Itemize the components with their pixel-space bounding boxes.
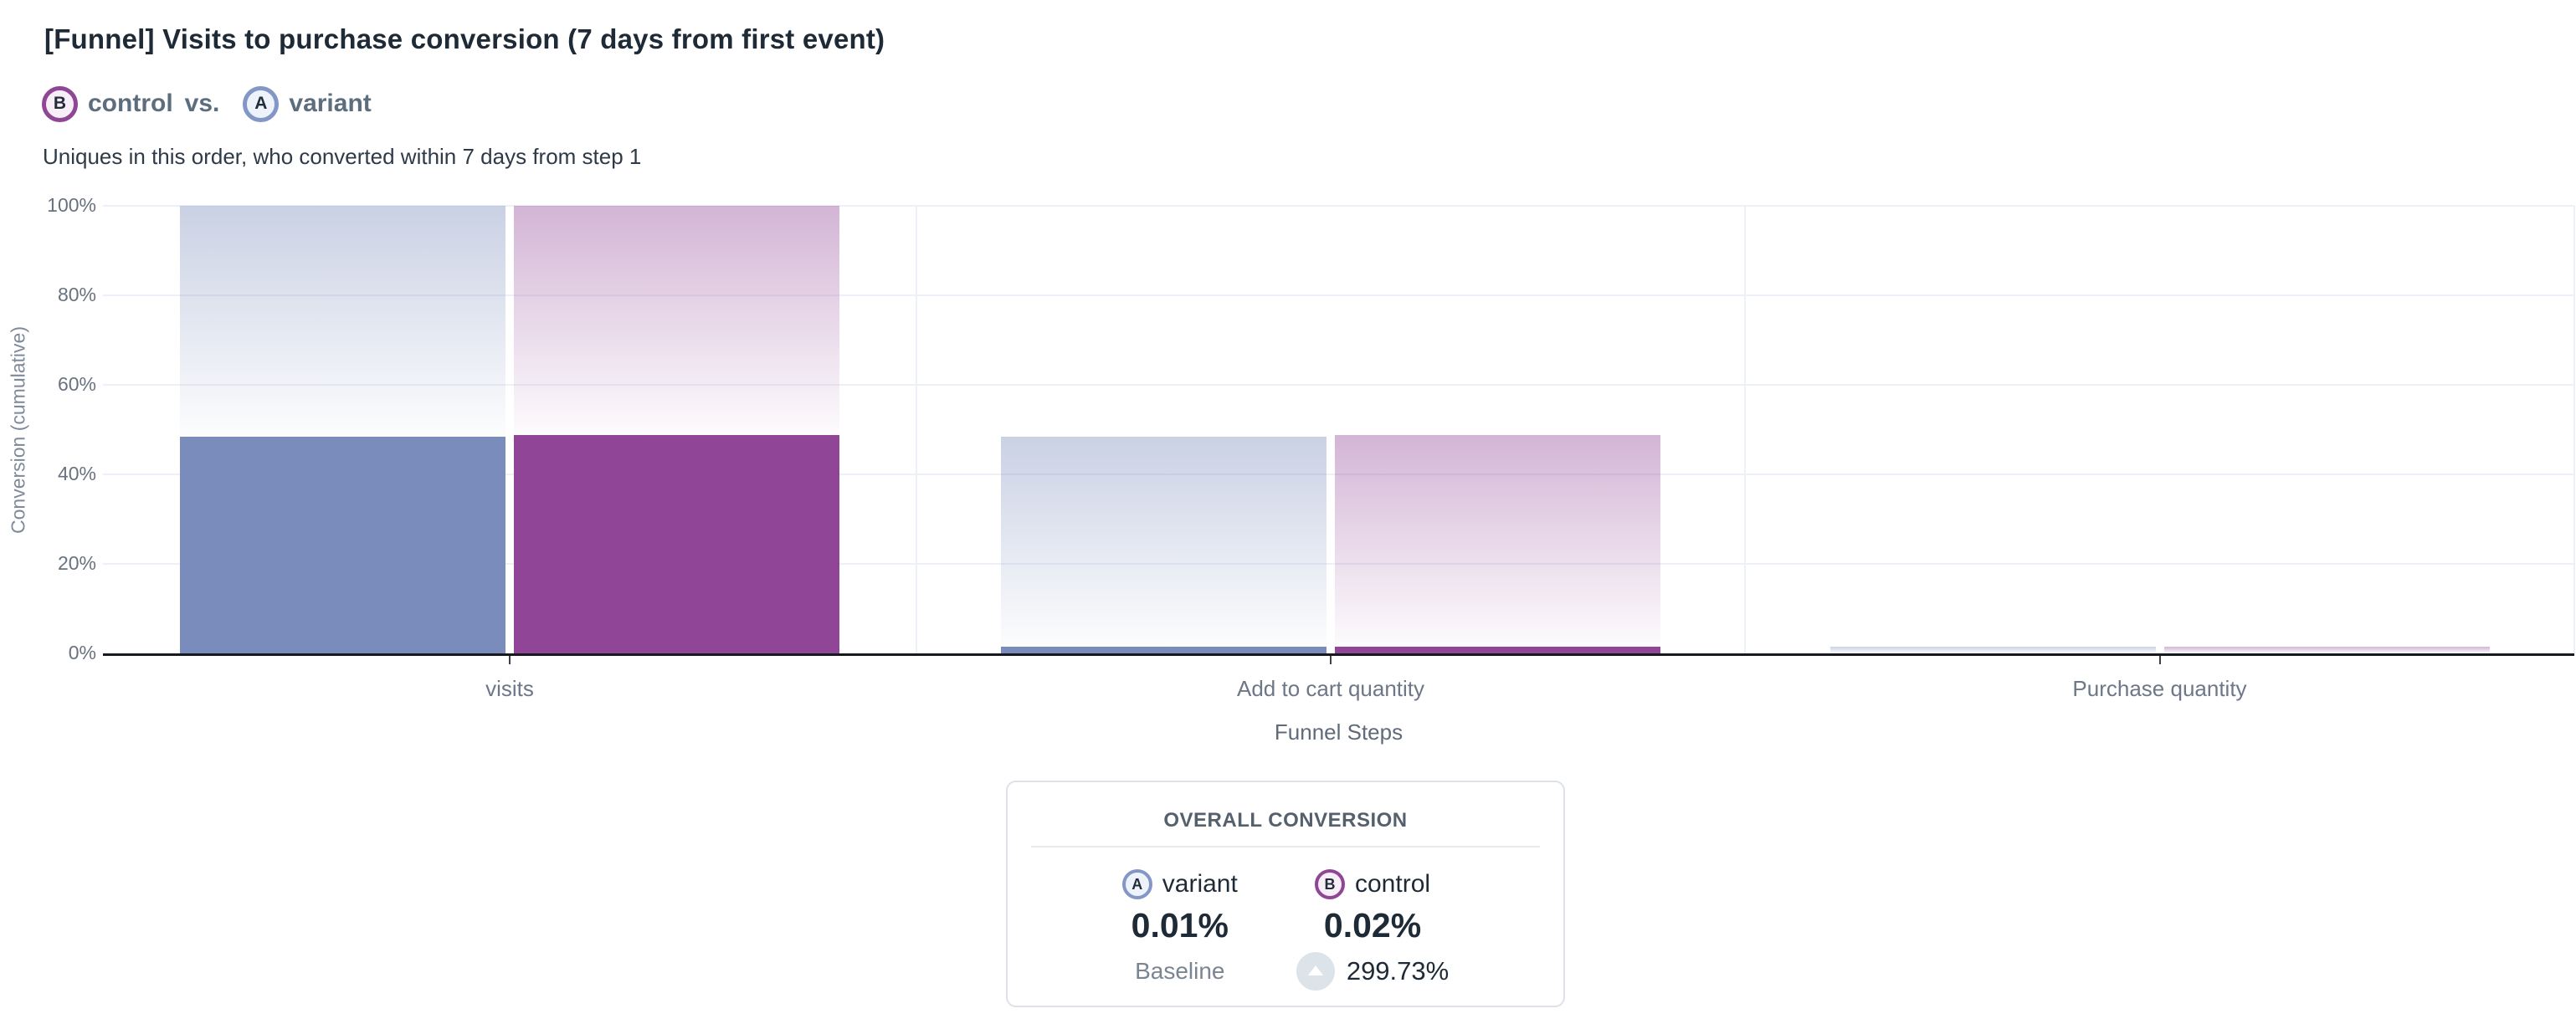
y-tick-label: 40%: [57, 463, 96, 484]
gridline: [103, 294, 2574, 296]
bar-gradient-control[interactable]: [2163, 646, 2490, 653]
bar-gradient-variant[interactable]: [1829, 647, 2156, 653]
control-conversion-value: 0.02%: [1323, 906, 1422, 945]
variant-name: variant: [1162, 870, 1238, 898]
y-tick-label: 80%: [57, 284, 96, 305]
gridline: [103, 563, 2574, 565]
x-axis-title: Funnel Steps: [1274, 719, 1403, 745]
bar-gradient-variant[interactable]: [180, 206, 505, 437]
gridline: [2573, 206, 2575, 653]
control-name: control: [1355, 870, 1431, 898]
chart-subtitle: Uniques in this order, who converted wit…: [43, 144, 642, 169]
y-axis-title: Conversion (cumulative): [7, 325, 29, 534]
bar-solid-variant[interactable]: [180, 436, 505, 653]
control-delta-row: 299.73%: [1296, 952, 1449, 991]
variant-badge: A: [1121, 869, 1152, 899]
variant-group-badge: A: [243, 85, 280, 122]
variant-footnote: Baseline: [1135, 952, 1224, 991]
y-tick-label: 20%: [57, 552, 96, 574]
baseline-label: Baseline: [1135, 958, 1225, 984]
control-name-row: B control: [1315, 868, 1430, 901]
variant-name-row: A variant: [1121, 868, 1238, 901]
bar-gradient-control[interactable]: [1335, 435, 1660, 647]
gridline: [916, 206, 917, 653]
page-title: [Funnel] Visits to purchase conversion (…: [44, 23, 885, 54]
y-tick-label: 0%: [68, 642, 96, 663]
card-columns: A variant 0.01% Baseline B control 0.02%: [1008, 868, 1563, 991]
gridline: [103, 384, 2574, 386]
x-axis-line: [103, 653, 2574, 656]
arrow-up-icon: [1307, 965, 1323, 975]
control-badge: B: [1315, 869, 1345, 899]
gridline: [103, 205, 2574, 207]
vs-label: vs.: [184, 90, 220, 117]
x-tick: [1330, 655, 1332, 664]
delta-value: 299.73%: [1346, 956, 1450, 986]
bar-solid-control[interactable]: [1335, 646, 1660, 653]
control-group-label: control: [88, 90, 173, 117]
control-column: B control 0.02% 299.73%: [1296, 868, 1449, 991]
bar-gradient-variant[interactable]: [1001, 436, 1326, 648]
card-heading: OVERALL CONVERSION: [1163, 809, 1408, 832]
bar-solid-control[interactable]: [514, 435, 839, 653]
control-group-badge: B: [42, 85, 78, 122]
step-label: Purchase quantity: [2072, 676, 2247, 701]
gridline: [103, 474, 2574, 475]
gridline: [1744, 206, 1746, 653]
card-divider: [1031, 846, 1540, 847]
variant-group-label: variant: [289, 90, 372, 117]
step-label: Add to cart quantity: [1236, 676, 1425, 701]
y-tick-label: 100%: [47, 194, 96, 216]
comparison-row: B control vs. A variant: [42, 84, 372, 123]
y-tick-label: 60%: [57, 373, 96, 395]
delta-up-pill: [1296, 952, 1335, 991]
variant-column: A variant 0.01% Baseline: [1121, 868, 1238, 991]
overall-conversion-card: OVERALL CONVERSION A variant 0.01% Basel…: [1006, 781, 1565, 1007]
x-tick: [2158, 655, 2161, 664]
bar-solid-variant[interactable]: [1001, 647, 1326, 653]
step-label: visits: [485, 676, 534, 701]
x-tick: [509, 655, 511, 664]
variant-conversion-value: 0.01%: [1131, 906, 1229, 945]
bar-gradient-control[interactable]: [514, 206, 839, 436]
